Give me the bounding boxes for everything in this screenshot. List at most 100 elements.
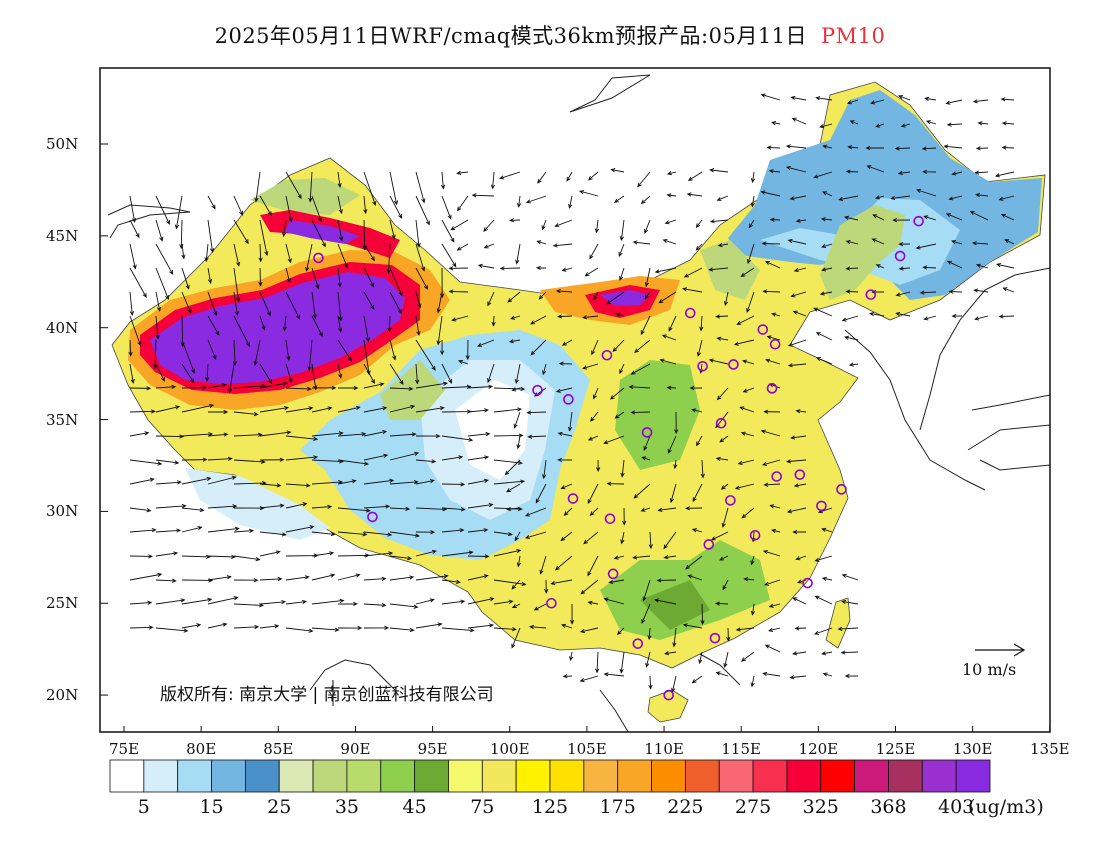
wind-arrow: [259, 381, 288, 389]
wind-arrow: [415, 291, 422, 309]
colorbar-swatch: [143, 759, 179, 793]
wind-arrow: [415, 459, 437, 464]
wind-arrow: [259, 430, 292, 437]
wind-arrow: [663, 555, 677, 560]
wind-arrow: [337, 405, 361, 413]
wind-arrow: [837, 626, 859, 631]
wind-arrow: [490, 171, 495, 190]
wind-arrow: [415, 574, 449, 581]
wind-arrow: [793, 267, 807, 273]
wind-arrow: [526, 410, 547, 415]
wind-arrow: [389, 603, 419, 609]
wind-arrow: [363, 363, 375, 385]
wind-arrow: [630, 410, 651, 415]
wind-arrow: [785, 165, 807, 173]
wind-arrow: [363, 267, 375, 288]
wind-arrow: [389, 555, 413, 561]
city-station-marker: [607, 568, 619, 580]
wind-arrow: [822, 144, 833, 149]
wind-arrow: [552, 243, 573, 248]
wind-arrow: [769, 504, 781, 509]
wind-arrow: [441, 455, 464, 461]
wind-arrow: [557, 314, 573, 319]
wind-arrow: [691, 408, 703, 413]
wind-arrow: [311, 431, 344, 437]
wind-arrow: [181, 267, 190, 290]
wind-arrow: [620, 531, 625, 545]
wind-arrow: [337, 243, 349, 269]
city-station-marker: [715, 417, 727, 429]
wind-arrow: [155, 267, 170, 301]
wind-arrow: [672, 627, 677, 648]
wind-arrow: [233, 578, 259, 583]
title-variable: PM10: [821, 24, 886, 48]
wind-arrow: [508, 339, 521, 344]
wind-arrow: [736, 315, 755, 325]
wind-arrow: [363, 603, 387, 608]
wind-arrow: [311, 315, 323, 338]
wind-arrow: [363, 243, 375, 262]
wind-arrow: [815, 96, 833, 101]
wind-arrow: [467, 431, 491, 437]
wind-arrow: [695, 219, 703, 229]
wind-arrow: [207, 219, 215, 253]
wind-arrow: [441, 195, 452, 220]
city-station-marker: [894, 250, 906, 262]
wind-arrow: [467, 623, 495, 629]
wind-arrow: [467, 408, 490, 413]
wind-arrow: [181, 291, 192, 314]
wind-arrow: [760, 190, 781, 197]
colorbar-swatch: [549, 759, 585, 793]
wind-arrow: [285, 455, 319, 461]
wind-arrow: [969, 211, 989, 221]
wind-arrow: [505, 483, 521, 493]
wind-arrow: [792, 651, 807, 656]
wind-arrow: [708, 358, 729, 365]
city-markers: [313, 215, 924, 701]
wind-arrow: [285, 291, 301, 320]
wind-arrow: [181, 385, 208, 390]
wind-arrow: [841, 599, 859, 605]
wind-arrow: [668, 315, 677, 332]
wind-arrow: [768, 627, 781, 632]
wind-arrow: [943, 144, 963, 149]
wind-arrow: [845, 169, 859, 174]
wind-arrow: [923, 215, 937, 221]
wind-arrow: [700, 603, 705, 626]
wind-arrow: [524, 507, 547, 517]
wind-arrow: [207, 409, 229, 415]
wind-arrow: [504, 459, 521, 476]
wind-arrow: [750, 675, 755, 688]
colorbar-swatch: [211, 759, 246, 793]
wind-arrow: [715, 601, 729, 606]
city-station-marker: [601, 349, 613, 361]
wind-arrow: [535, 265, 547, 271]
wind-arrow: [389, 219, 396, 240]
city-station-marker: [709, 632, 721, 644]
wind-arrow: [691, 675, 703, 684]
wind-arrow: [948, 289, 963, 294]
wind-arrow: [311, 627, 340, 632]
wind-arrow: [663, 531, 677, 550]
wind-arrow: [129, 219, 140, 239]
wind-arrow: [491, 315, 496, 327]
wind-arrow: [686, 192, 703, 197]
wind-arrow: [181, 457, 208, 462]
wind-arrow: [871, 238, 885, 245]
wind-arrow: [207, 475, 237, 485]
wind-arrow: [895, 291, 911, 297]
wind-arrow: [916, 188, 937, 197]
lon-label: 90E: [340, 740, 371, 758]
wind-arrow: [363, 315, 370, 343]
wind-arrow: [814, 627, 833, 635]
wind-arrow: [661, 334, 677, 341]
title-main: 2025年05月11日WRF/cmaq模式36km预报产品:05月11日: [214, 24, 808, 48]
lon-label: 120E: [798, 740, 839, 758]
wind-arrow: [785, 144, 807, 149]
wind-arrow: [493, 386, 526, 392]
wind-arrow: [898, 241, 911, 247]
wind-arrow: [233, 459, 266, 464]
wind-arrow: [415, 219, 421, 248]
wind-arrow: [643, 435, 651, 451]
wind-arrow: [642, 579, 651, 602]
